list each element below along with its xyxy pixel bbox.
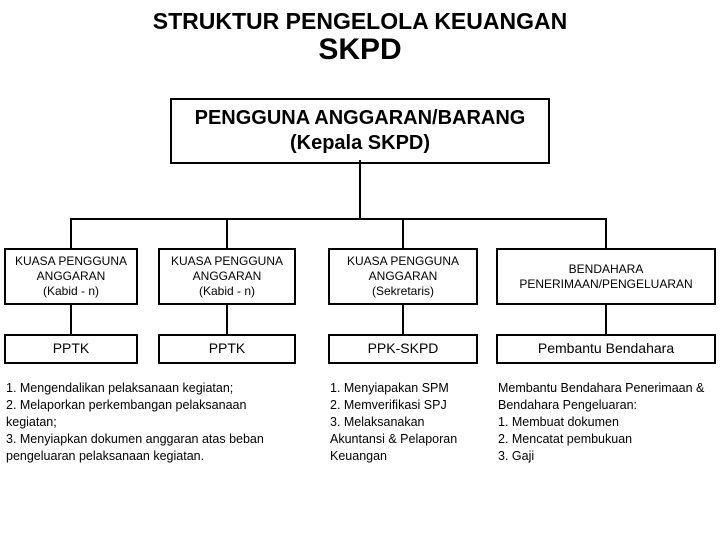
desc-ppk-skpd: 1. Menyiapakan SPM 2. Memverifikasi SPJ … <box>328 378 478 464</box>
title-line1: STRUKTUR PENGELOLA KEUANGAN <box>0 8 720 35</box>
connector <box>70 218 72 248</box>
connector <box>70 218 607 220</box>
root-line2: (Kepala SKPD) <box>176 131 544 156</box>
node-text: BENDAHARA <box>500 262 712 277</box>
description-row: 1. Mengendalikan pelaksanaan kegiatan; 2… <box>0 378 720 464</box>
root-node: PENGGUNA ANGGARAN/BARANG (Kepala SKPD) <box>170 98 550 164</box>
node-text: (Kabid - n) <box>8 284 134 299</box>
node-text: (Sekretaris) <box>332 284 474 299</box>
node-text: (Kabid - n) <box>162 284 292 299</box>
root-line1: PENGGUNA ANGGARAN/BARANG <box>176 106 544 131</box>
level2-row: KUASA PENGGUNA ANGGARAN (Kabid - n) KUAS… <box>0 248 720 305</box>
node-text: ANGGARAN <box>162 269 292 284</box>
desc-pptk: 1. Mengendalikan pelaksanaan kegiatan; 2… <box>4 378 300 464</box>
node-kuasa-1: KUASA PENGGUNA ANGGARAN (Kabid - n) <box>4 248 138 305</box>
node-ppk-skpd: PPK-SKPD <box>328 334 478 364</box>
connector <box>70 304 72 334</box>
connector <box>359 160 361 218</box>
connector <box>605 218 607 248</box>
diagram-title: STRUKTUR PENGELOLA KEUANGAN SKPD <box>0 0 720 67</box>
node-kuasa-2: KUASA PENGGUNA ANGGARAN (Kabid - n) <box>158 248 296 305</box>
desc-pembantu: Membantu Bendahara Penerimaan & Bendahar… <box>496 378 716 464</box>
level3-row: PPTK PPTK PPK-SKPD Pembantu Bendahara <box>0 334 720 364</box>
connector <box>226 218 228 248</box>
connector <box>605 304 607 334</box>
node-text: KUASA PENGGUNA <box>162 254 292 269</box>
title-line2: SKPD <box>0 33 720 67</box>
node-text: KUASA PENGGUNA <box>8 254 134 269</box>
node-text: ANGGARAN <box>332 269 474 284</box>
node-bendahara: BENDAHARA PENERIMAAN/PENGELUARAN <box>496 248 716 305</box>
connector <box>402 218 404 248</box>
node-text: ANGGARAN <box>8 269 134 284</box>
node-pptk-1: PPTK <box>4 334 138 364</box>
node-text: PENERIMAAN/PENGELUARAN <box>500 277 712 292</box>
node-pembantu-bendahara: Pembantu Bendahara <box>496 334 716 364</box>
connector <box>402 304 404 334</box>
node-text: KUASA PENGGUNA <box>332 254 474 269</box>
connector <box>226 304 228 334</box>
node-kuasa-3: KUASA PENGGUNA ANGGARAN (Sekretaris) <box>328 248 478 305</box>
node-pptk-2: PPTK <box>158 334 296 364</box>
